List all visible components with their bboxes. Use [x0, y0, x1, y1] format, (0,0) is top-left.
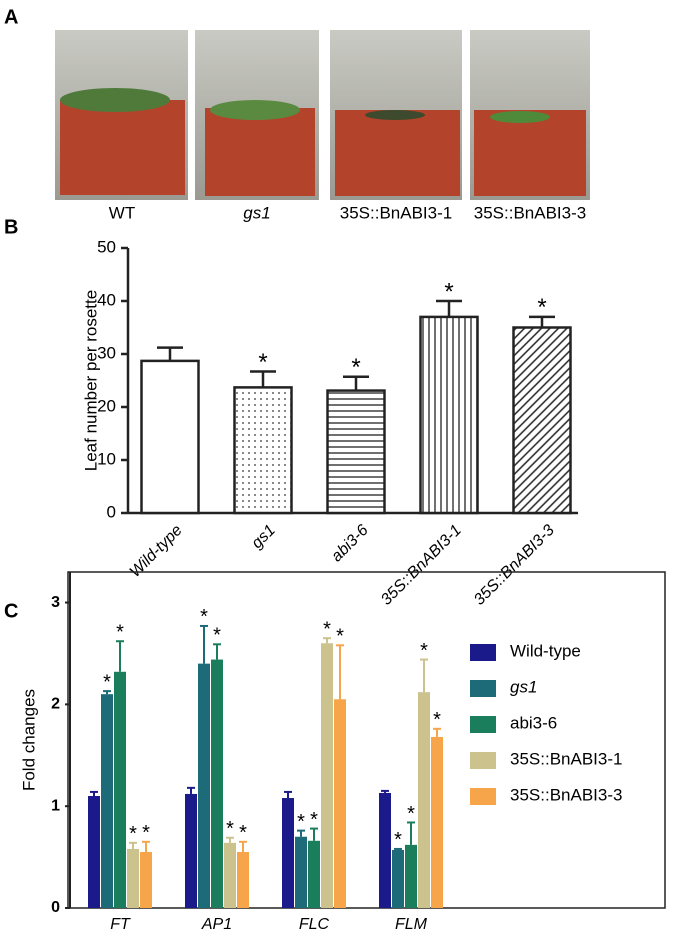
legend-swatch — [470, 716, 496, 733]
significance-mark: * — [323, 618, 331, 640]
panel-label: B — [4, 216, 18, 238]
photo — [55, 30, 188, 200]
significance-mark: * — [103, 671, 111, 693]
bar — [224, 842, 236, 908]
legend-swatch — [470, 752, 496, 769]
x-tick-label: FLM — [395, 916, 428, 933]
significance-mark: * — [420, 640, 428, 662]
y-tick-label: 20 — [97, 396, 116, 415]
bar — [185, 793, 197, 908]
significance-mark: * — [336, 626, 344, 648]
significance-mark: * — [258, 349, 267, 376]
bar — [211, 659, 223, 908]
y-tick-label: 1 — [51, 797, 60, 814]
plot-frame — [67, 571, 666, 909]
y-tick-label: 30 — [97, 343, 116, 362]
photo-panel — [55, 30, 590, 200]
bar — [392, 849, 404, 908]
bar — [379, 792, 391, 908]
photo-caption: WT — [109, 203, 135, 222]
bar — [308, 840, 320, 908]
y-axis-label: Leaf number per rosette — [81, 290, 100, 471]
y-tick-label: 40 — [97, 290, 116, 309]
bar — [237, 852, 249, 908]
significance-mark: * — [407, 803, 415, 825]
significance-mark: * — [239, 822, 247, 844]
legend-label: 35S::BnABI3-1 — [510, 749, 622, 768]
bar — [419, 315, 479, 515]
y-tick-label: 0 — [107, 502, 116, 521]
bar — [127, 848, 139, 908]
x-tick-label: FLC — [299, 916, 330, 933]
y-tick-label: 0 — [51, 899, 60, 916]
significance-mark: * — [213, 625, 221, 647]
bar — [295, 836, 307, 908]
legend-swatch — [470, 680, 496, 697]
significance-mark: * — [310, 809, 318, 831]
legend-swatch — [470, 644, 496, 661]
significance-mark: * — [444, 278, 453, 305]
legend-label: abi3-6 — [510, 713, 557, 732]
bar — [140, 359, 200, 515]
y-tick-label: 2 — [51, 696, 60, 713]
bar — [282, 798, 294, 908]
legend-label: Wild-type — [510, 641, 581, 660]
y-tick-label: 10 — [97, 449, 116, 468]
significance-mark: * — [200, 606, 208, 628]
bar — [418, 692, 430, 908]
bar — [233, 386, 293, 515]
significance-mark: * — [394, 829, 402, 851]
bar — [114, 671, 126, 908]
significance-mark: * — [297, 811, 305, 833]
photo — [470, 30, 590, 200]
bar — [405, 844, 417, 908]
x-tick-label: 35S::BnABI3-1 — [378, 522, 465, 609]
panel-label: C — [4, 600, 18, 622]
bar — [512, 326, 572, 515]
photo-caption: 35S::BnABI3-3 — [474, 203, 586, 222]
significance-mark: * — [433, 709, 441, 731]
photo-caption: gs1 — [243, 203, 270, 222]
x-tick-label: FT — [110, 916, 131, 933]
legend-label: 35S::BnABI3-3 — [510, 785, 622, 804]
legend-swatch — [470, 788, 496, 805]
significance-mark: * — [226, 818, 234, 840]
bar — [88, 796, 100, 908]
bar — [101, 694, 113, 908]
significance-mark: * — [129, 823, 137, 845]
x-tick-label: 35S::BnABI3-3 — [471, 522, 558, 609]
photo-caption: 35S::BnABI3-1 — [340, 203, 452, 222]
photo — [195, 30, 319, 200]
x-tick-label: gs1 — [249, 522, 279, 552]
panel-label: A — [4, 6, 18, 28]
bar — [198, 663, 210, 908]
bar — [431, 736, 443, 908]
x-tick-label: AP1 — [201, 916, 232, 933]
significance-mark: * — [537, 294, 546, 321]
bar — [326, 389, 386, 515]
photo — [330, 30, 462, 200]
legend-label: gs1 — [510, 677, 537, 696]
significance-mark: * — [351, 354, 360, 381]
significance-mark: * — [142, 822, 150, 844]
bar — [321, 643, 333, 908]
y-tick-label: 50 — [97, 237, 116, 256]
y-axis-label: Fold changes — [19, 689, 38, 791]
significance-mark: * — [116, 622, 124, 644]
x-tick-label: abi3-6 — [328, 522, 372, 566]
y-tick-label: 3 — [51, 594, 60, 611]
bar — [334, 699, 346, 908]
bar — [140, 852, 152, 908]
